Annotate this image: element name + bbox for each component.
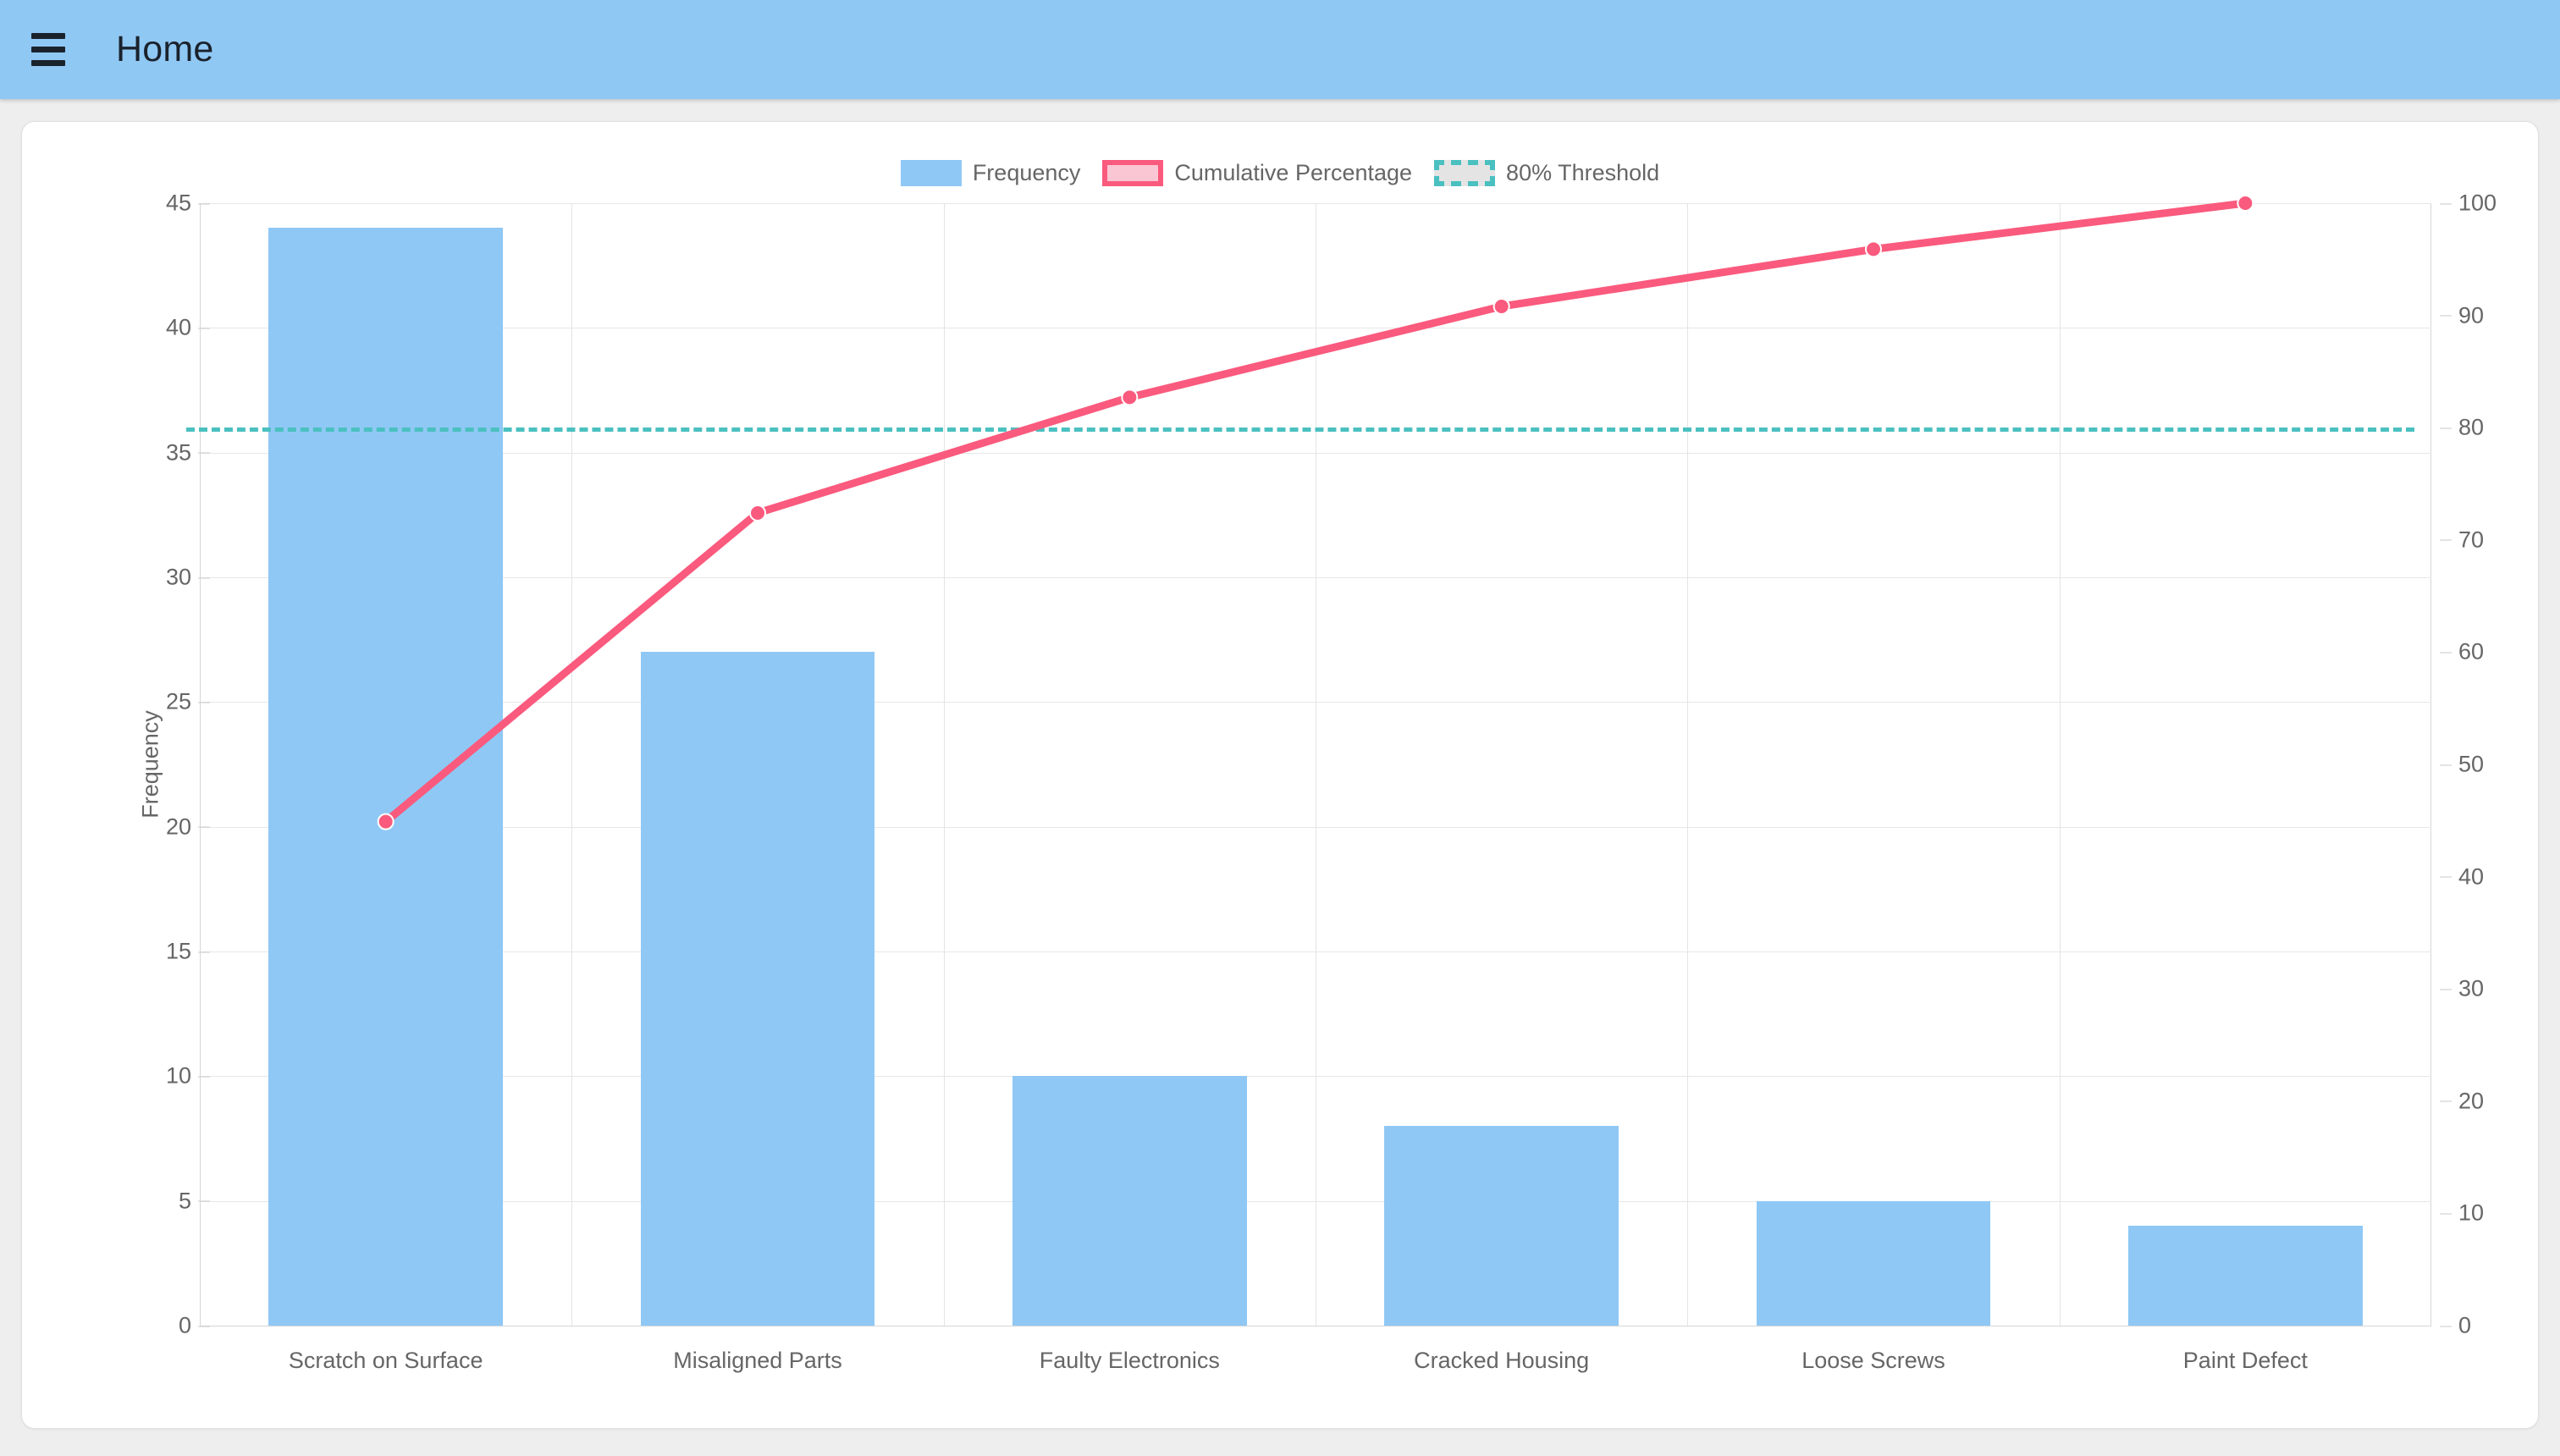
y-tick-left-40: 40	[165, 314, 211, 340]
x-label-cracked-housing: Cracked Housing	[1414, 1348, 1590, 1373]
cumulative-point-3[interactable]	[1492, 297, 1510, 315]
x-label-faulty-electronics: Faulty Electronics	[1039, 1348, 1220, 1373]
page-title: Home	[116, 29, 214, 69]
y-tick-left-5: 5	[178, 1188, 211, 1214]
y-tick-right-20: 20	[2439, 1088, 2485, 1114]
x-label-paint-defect: Paint Defect	[2182, 1348, 2308, 1373]
cumulative-point-4[interactable]	[1865, 240, 1882, 258]
legend-item-frequency[interactable]: Frequency	[900, 160, 1081, 186]
y-tick-right-0: 0	[2439, 1312, 2472, 1338]
app-header: Home	[0, 0, 2560, 99]
chart-card: Frequency Cumulative Percentage 80% Thre…	[21, 121, 2539, 1429]
y-tick-left-0: 0	[178, 1312, 211, 1338]
y-tick-right-40: 40	[2439, 863, 2485, 890]
vertical-gridline	[1687, 203, 1689, 1326]
menu-bar-3	[31, 60, 65, 66]
y-tick-right-90: 90	[2439, 302, 2485, 328]
y-axis-right-line	[2430, 203, 2431, 1326]
bar-paint-defect[interactable]	[2127, 1226, 2363, 1326]
x-label-misaligned-parts: Misaligned Parts	[673, 1348, 842, 1373]
bar-scratch-on-surface[interactable]	[268, 228, 504, 1326]
cumulative-point-0[interactable]	[377, 813, 394, 830]
legend-swatch-threshold-icon	[1434, 160, 1496, 186]
chart-legend: Frequency Cumulative Percentage 80% Thre…	[22, 160, 2538, 186]
y-axis-left-line	[200, 203, 201, 1326]
legend-swatch-cumulative-icon	[1102, 160, 1164, 186]
y-tick-right-60: 60	[2439, 638, 2485, 665]
vertical-gridline	[943, 203, 945, 1326]
hamburger-menu-icon[interactable]	[19, 20, 78, 80]
cumulative-percentage-line	[377, 195, 2254, 830]
y-tick-left-10: 10	[165, 1062, 211, 1089]
y-tick-right-70: 70	[2439, 527, 2485, 553]
cumulative-point-2[interactable]	[1121, 389, 1139, 406]
x-label-loose-screws: Loose Screws	[1801, 1348, 1945, 1373]
cumulative-point-1[interactable]	[749, 504, 766, 521]
y-tick-right-80: 80	[2439, 414, 2485, 440]
bar-misaligned-parts[interactable]	[640, 652, 875, 1326]
legend-label-cumulative-percentage: Cumulative Percentage	[1174, 160, 1413, 185]
legend-swatch-frequency-icon	[900, 160, 962, 186]
y-tick-left-35: 35	[165, 439, 211, 466]
y-tick-left-25: 25	[165, 688, 211, 714]
cumulative-point-5[interactable]	[2237, 195, 2254, 212]
legend-label-frequency: Frequency	[972, 160, 1081, 185]
y-tick-left-20: 20	[165, 813, 211, 840]
y-tick-left-30: 30	[165, 564, 211, 590]
pareto-chart-plot-area: 0 5 10 15 20 25 30 35 40 45 0 10 20 30 40 50 60 70 80 90 10…	[137, 190, 2497, 1374]
vertical-gridline	[571, 203, 573, 1326]
y-tick-left-15: 15	[165, 938, 211, 964]
y-tick-left-45: 45	[165, 190, 211, 216]
bar-loose-screws[interactable]	[1756, 1200, 1991, 1326]
legend-item-cumulative-percentage[interactable]: Cumulative Percentage	[1102, 160, 1412, 186]
bar-cracked-housing[interactable]	[1384, 1126, 1619, 1326]
menu-bar-2	[31, 47, 65, 52]
y-tick-right-30: 30	[2439, 975, 2485, 1001]
menu-bar-1	[31, 33, 65, 39]
cumulative-line-path	[382, 199, 2249, 826]
y-tick-right-50: 50	[2439, 751, 2485, 777]
legend-label-80-threshold: 80% Threshold	[1506, 160, 1660, 185]
y-tick-right-10: 10	[2439, 1200, 2485, 1226]
y-axis-left-title: Frequency	[137, 710, 163, 819]
vertical-gridline	[2059, 203, 2061, 1326]
x-label-scratch-on-surface: Scratch on Surface	[288, 1348, 483, 1373]
bar-faulty-electronics[interactable]	[1012, 1076, 1247, 1326]
y-tick-right-100: 100	[2439, 190, 2497, 216]
legend-item-80-threshold[interactable]: 80% Threshold	[1434, 160, 1659, 186]
